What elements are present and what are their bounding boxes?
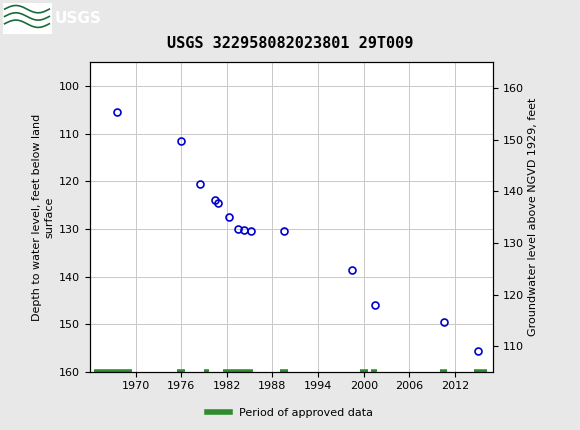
FancyBboxPatch shape: [3, 3, 52, 34]
Y-axis label: Depth to water level, feet below land
surface: Depth to water level, feet below land su…: [32, 114, 55, 321]
Text: USGS: USGS: [55, 11, 102, 26]
Legend: Period of approved data: Period of approved data: [203, 403, 377, 422]
Text: USGS 322958082023801 29T009: USGS 322958082023801 29T009: [167, 36, 413, 50]
Y-axis label: Groundwater level above NGVD 1929, feet: Groundwater level above NGVD 1929, feet: [528, 98, 538, 336]
